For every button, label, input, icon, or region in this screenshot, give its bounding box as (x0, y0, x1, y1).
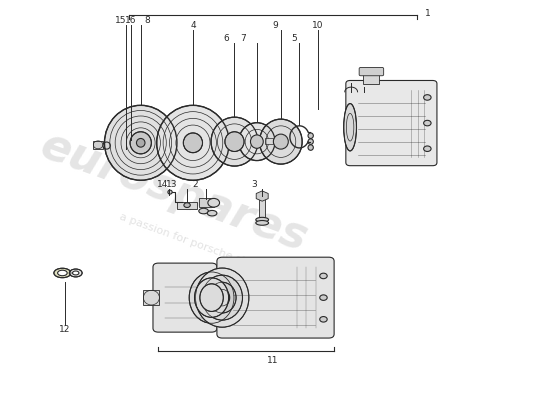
Ellipse shape (424, 120, 431, 126)
Text: 5: 5 (292, 34, 297, 43)
Ellipse shape (320, 316, 327, 322)
Ellipse shape (189, 272, 234, 323)
Text: 10: 10 (312, 21, 324, 30)
Ellipse shape (256, 217, 268, 222)
Ellipse shape (208, 198, 219, 207)
Text: 16: 16 (125, 16, 136, 25)
Text: 13: 13 (166, 180, 177, 189)
Bar (144, 290, 160, 305)
Text: 4: 4 (190, 21, 196, 30)
Ellipse shape (54, 268, 71, 278)
Text: 14: 14 (157, 180, 168, 189)
Ellipse shape (320, 273, 327, 279)
Ellipse shape (136, 138, 145, 147)
Text: 12: 12 (59, 325, 71, 334)
Ellipse shape (208, 282, 236, 313)
Bar (94, 141, 103, 149)
Text: 8: 8 (145, 16, 151, 25)
Ellipse shape (260, 119, 302, 164)
FancyBboxPatch shape (217, 257, 334, 338)
Text: 7: 7 (241, 34, 246, 43)
Bar (364, 74, 379, 84)
Ellipse shape (183, 133, 202, 153)
Text: 1: 1 (425, 8, 430, 18)
Ellipse shape (130, 132, 151, 154)
FancyBboxPatch shape (153, 263, 217, 332)
Bar (199, 198, 214, 207)
Ellipse shape (239, 123, 275, 160)
Ellipse shape (157, 105, 229, 180)
Ellipse shape (199, 208, 208, 214)
Ellipse shape (73, 271, 79, 275)
Bar (265, 138, 273, 144)
Ellipse shape (207, 210, 217, 216)
Ellipse shape (195, 278, 229, 317)
Ellipse shape (200, 284, 223, 312)
Ellipse shape (308, 139, 314, 144)
Ellipse shape (184, 203, 190, 208)
Ellipse shape (250, 135, 263, 148)
Ellipse shape (308, 133, 314, 138)
Ellipse shape (320, 295, 327, 300)
Text: 9: 9 (273, 21, 278, 30)
Text: eurospares: eurospares (35, 124, 314, 260)
Ellipse shape (273, 134, 288, 149)
Bar (259, 199, 266, 218)
Ellipse shape (103, 142, 111, 149)
Text: 15: 15 (116, 16, 127, 25)
Ellipse shape (69, 269, 82, 277)
Text: 6: 6 (224, 34, 229, 43)
Ellipse shape (308, 145, 314, 150)
Bar (177, 202, 197, 209)
Polygon shape (256, 191, 268, 201)
Ellipse shape (344, 104, 356, 151)
Ellipse shape (196, 268, 249, 327)
Ellipse shape (104, 105, 177, 180)
Ellipse shape (424, 146, 431, 152)
Ellipse shape (168, 190, 172, 194)
Text: 11: 11 (267, 356, 279, 365)
Ellipse shape (256, 220, 268, 225)
Text: 3: 3 (251, 180, 257, 189)
Ellipse shape (202, 275, 243, 320)
Ellipse shape (211, 117, 258, 166)
Text: a passion for porsche since 1985: a passion for porsche since 1985 (118, 211, 294, 284)
Ellipse shape (424, 95, 431, 100)
Ellipse shape (58, 270, 67, 276)
FancyBboxPatch shape (359, 68, 384, 76)
Text: 2: 2 (193, 180, 199, 189)
FancyBboxPatch shape (346, 80, 437, 166)
Ellipse shape (225, 132, 244, 152)
Ellipse shape (215, 289, 230, 306)
